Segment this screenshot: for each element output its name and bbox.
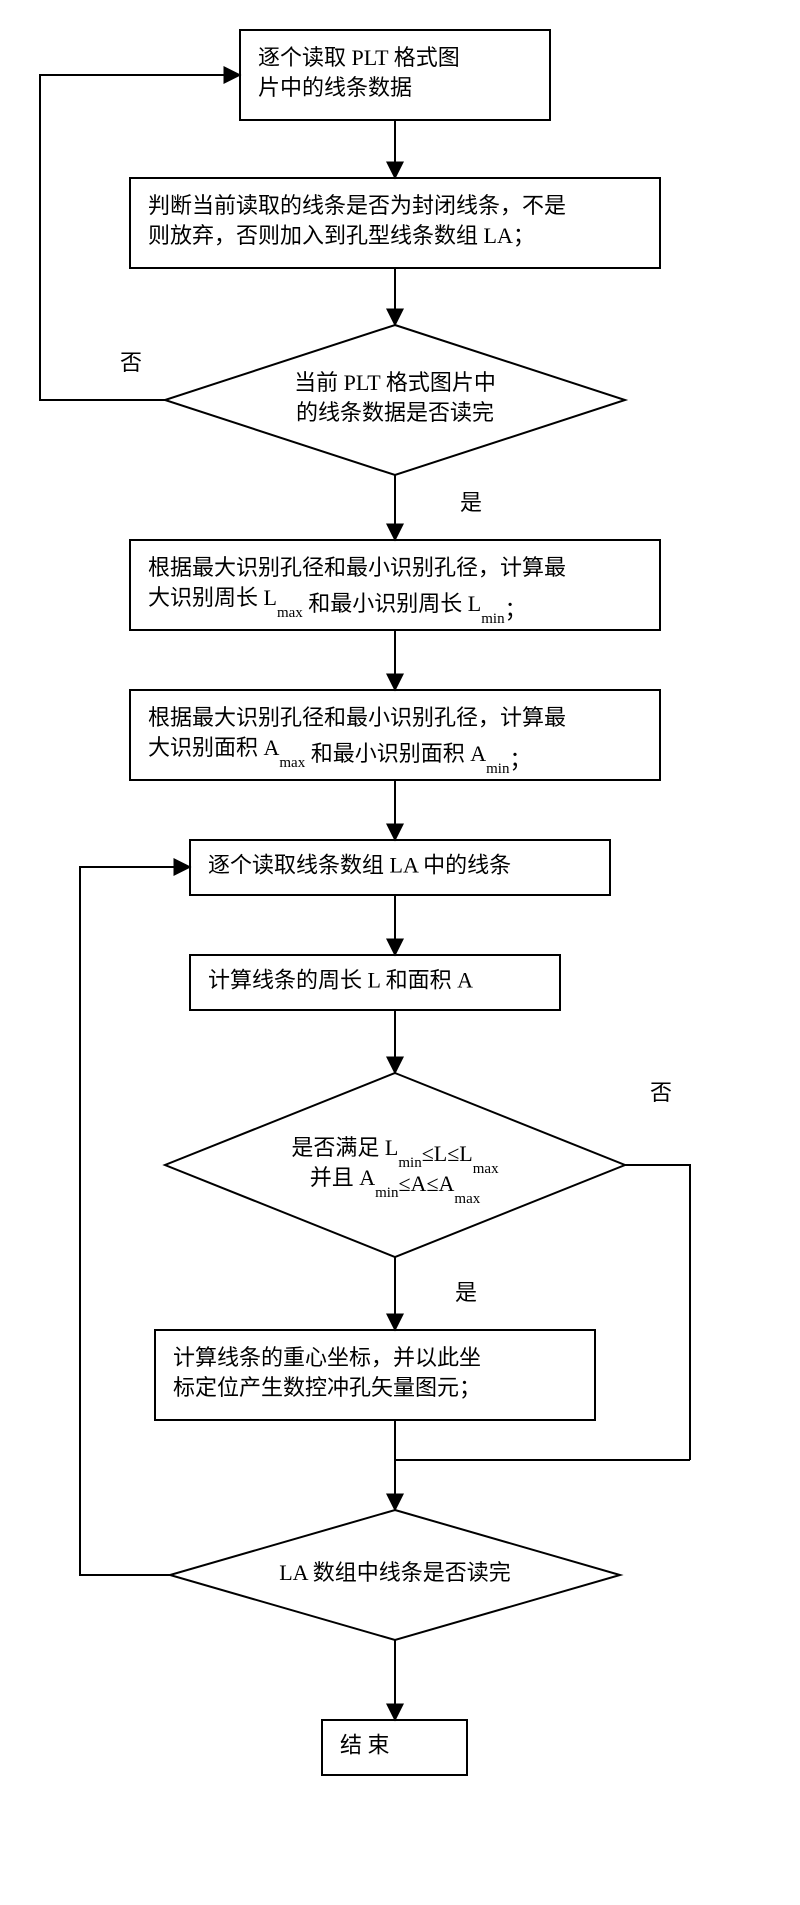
flowchart-canvas: 逐个读取 PLT 格式图片中的线条数据判断当前读取的线条是否为封闭线条，不是则放… <box>0 0 800 1905</box>
node-n1-text: 逐个读取 PLT 格式图片中的线条数据 <box>258 45 460 100</box>
node-n9: 计算线条的重心坐标，并以此坐标定位产生数控冲孔矢量图元； <box>155 1330 595 1420</box>
edge-label-2: 否 <box>120 350 142 375</box>
node-n10: LA 数组中线条是否读完 <box>170 1510 620 1640</box>
node-n6-text: 逐个读取线条数组 LA 中的线条 <box>208 853 511 878</box>
edge-label-9: 否 <box>650 1080 672 1105</box>
node-n10-text: LA 数组中线条是否读完 <box>279 1560 511 1585</box>
node-n8-text: 是否满足 Lmin≤L≤Lmax并且 Amin≤A≤Amax <box>291 1135 499 1207</box>
node-n4: 根据最大识别孔径和最小识别孔径，计算最大识别周长 Lmax 和最小识别周长 Lm… <box>130 540 660 630</box>
edge-9 <box>625 1165 690 1460</box>
edge-11 <box>80 867 190 1575</box>
node-n7-text: 计算线条的周长 L 和面积 A <box>208 968 473 993</box>
node-n5-text: 根据最大识别孔径和最小识别孔径，计算最大识别面积 Amax 和最小识别面积 Am… <box>148 705 566 777</box>
node-n3: 当前 PLT 格式图片中的线条数据是否读完 <box>165 325 625 475</box>
node-n11-text: 结 束 <box>340 1733 390 1758</box>
node-n4-text: 根据最大识别孔径和最小识别孔径，计算最大识别周长 Lmax 和最小识别周长 Lm… <box>148 555 566 627</box>
edge-label-8: 是 <box>455 1280 477 1305</box>
node-n9-text: 计算线条的重心坐标，并以此坐标定位产生数控冲孔矢量图元； <box>173 1345 481 1400</box>
node-n6: 逐个读取线条数组 LA 中的线条 <box>190 840 610 895</box>
node-n1: 逐个读取 PLT 格式图片中的线条数据 <box>240 30 550 120</box>
node-n11: 结 束 <box>322 1720 467 1775</box>
node-n2: 判断当前读取的线条是否为封闭线条，不是则放弃，否则加入到孔型线条数组 LA； <box>130 178 660 268</box>
node-n8: 是否满足 Lmin≤L≤Lmax并且 Amin≤A≤Amax <box>165 1073 625 1257</box>
edge-label-3: 是 <box>460 490 482 515</box>
node-n5: 根据最大识别孔径和最小识别孔径，计算最大识别面积 Amax 和最小识别面积 Am… <box>130 690 660 780</box>
node-n7: 计算线条的周长 L 和面积 A <box>190 955 560 1010</box>
node-n3-text: 当前 PLT 格式图片中的线条数据是否读完 <box>294 370 496 425</box>
node-n2-text: 判断当前读取的线条是否为封闭线条，不是则放弃，否则加入到孔型线条数组 LA； <box>148 193 566 248</box>
